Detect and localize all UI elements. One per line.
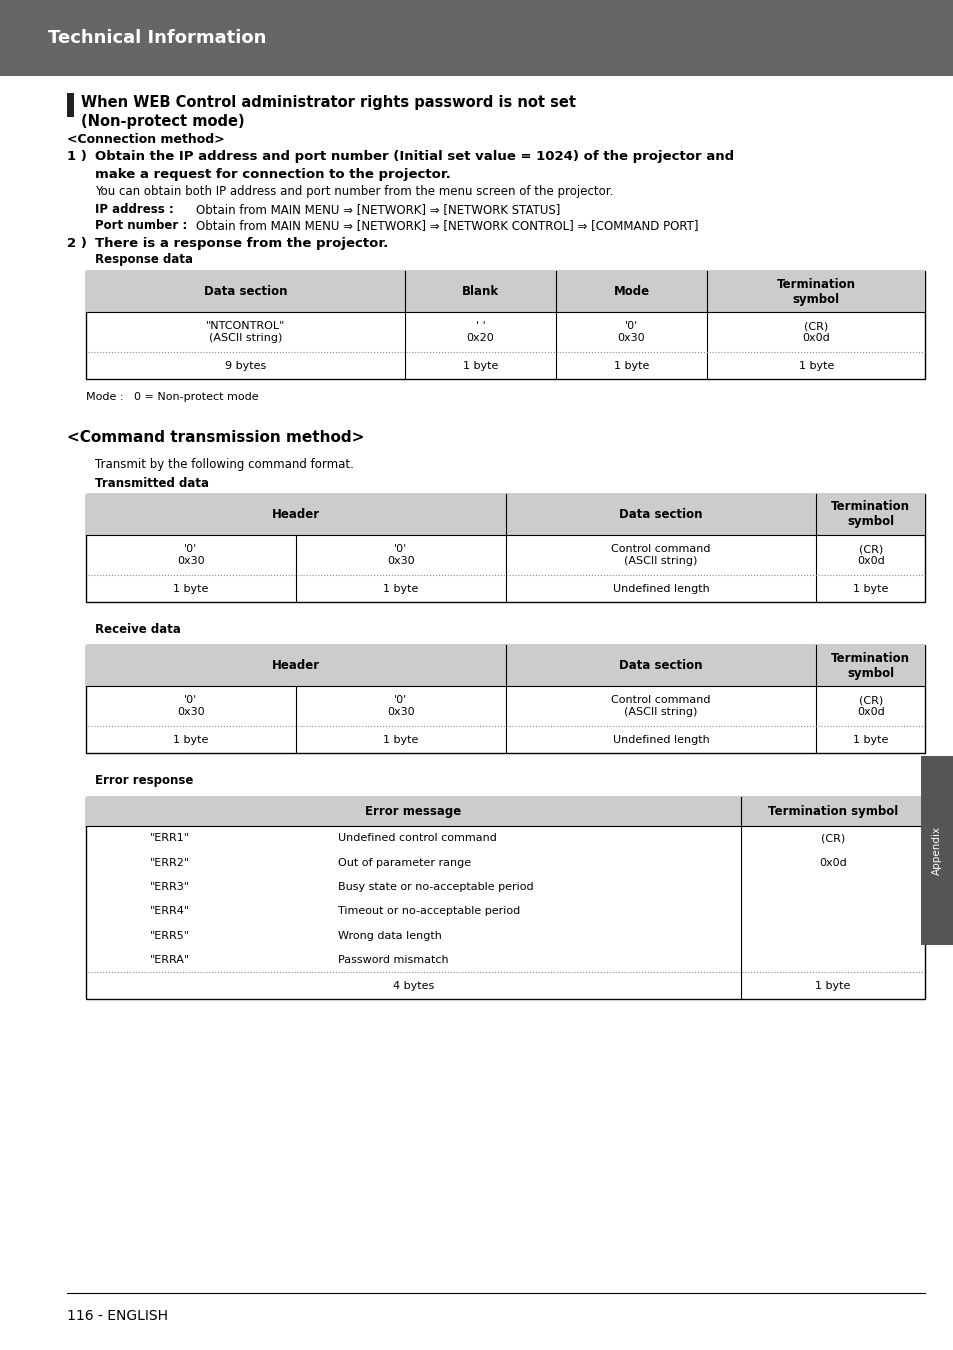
Text: (CR)
0x0d: (CR) 0x0d [856,695,883,717]
Bar [86,645,924,686]
Text: 1 ): 1 ) [67,150,87,163]
Text: 1 byte: 1 byte [852,734,887,745]
Text: "ERR3": "ERR3" [150,882,190,892]
Bar [86,494,924,535]
Text: Control command
(ASCII string): Control command (ASCII string) [611,544,710,566]
Text: Undefined length: Undefined length [612,583,709,594]
Text: Data section: Data section [618,508,702,521]
Text: 1 byte: 1 byte [382,734,418,745]
Text: "NTCONTROL"
(ASCII string): "NTCONTROL" (ASCII string) [206,321,285,343]
Text: 1 byte: 1 byte [815,980,850,991]
Text: 9 bytes: 9 bytes [225,360,266,371]
Text: Response data: Response data [95,252,193,266]
Text: Control command
(ASCII string): Control command (ASCII string) [611,695,710,717]
Bar [67,93,74,117]
Text: Error response: Error response [95,774,193,787]
Text: 1 byte: 1 byte [798,360,833,371]
Text: Error message: Error message [365,805,461,818]
Text: Termination symbol: Termination symbol [767,805,897,818]
Text: Data section: Data section [203,285,287,298]
Bar [86,796,924,999]
Text: Password mismatch: Password mismatch [337,954,448,965]
Text: Termination
symbol: Termination symbol [830,501,909,528]
Text: Undefined length: Undefined length [612,734,709,745]
Text: '0'
0x30: '0' 0x30 [387,544,414,566]
Text: "ERRA": "ERRA" [150,954,190,965]
Bar [86,645,924,753]
Text: Obtain from MAIN MENU ⇒ [NETWORK] ⇒ [NETWORK CONTROL] ⇒ [COMMAND PORT]: Obtain from MAIN MENU ⇒ [NETWORK] ⇒ [NET… [195,219,698,232]
Text: 116 - ENGLISH: 116 - ENGLISH [67,1310,168,1323]
Text: <Connection method>: <Connection method> [67,132,224,146]
Text: Mode: Mode [613,285,649,298]
Text: (CR)
0x0d: (CR) 0x0d [856,544,883,566]
Text: 1 byte: 1 byte [172,734,209,745]
Text: Transmitted data: Transmitted data [95,477,209,490]
Text: Technical Information: Technical Information [48,28,266,47]
Text: 2 ): 2 ) [67,236,87,250]
Text: "ERR5": "ERR5" [150,930,190,941]
Text: Out of parameter range: Out of parameter range [337,857,471,868]
Text: Appendix: Appendix [931,826,942,875]
Text: (CR): (CR) [820,833,844,844]
Text: Port number :: Port number : [95,219,188,232]
Text: Undefined control command: Undefined control command [337,833,497,844]
Text: Header: Header [272,508,319,521]
Text: 1 byte: 1 byte [852,583,887,594]
Text: Blank: Blank [461,285,498,298]
Text: '0'
0x30: '0' 0x30 [177,544,204,566]
Text: Busy state or no-acceptable period: Busy state or no-acceptable period [337,882,533,892]
Text: (Non-protect mode): (Non-protect mode) [81,113,245,130]
Text: 4 bytes: 4 bytes [393,980,434,991]
Bar [86,494,924,602]
Text: 1 byte: 1 byte [172,583,209,594]
Text: "ERR4": "ERR4" [150,906,190,917]
Text: (CR)
0x0d: (CR) 0x0d [801,321,829,343]
Text: 1 byte: 1 byte [462,360,497,371]
Text: Receive data: Receive data [95,622,181,636]
Bar [0,0,953,76]
Text: '0'
0x30: '0' 0x30 [387,695,414,717]
Text: make a request for connection to the projector.: make a request for connection to the pro… [95,167,451,181]
Text: Timeout or no-acceptable period: Timeout or no-acceptable period [337,906,519,917]
Text: Transmit by the following command format.: Transmit by the following command format… [95,458,354,471]
Bar [920,756,953,945]
Text: Termination
symbol: Termination symbol [830,652,909,679]
Text: Data section: Data section [618,659,702,672]
Bar [86,796,924,826]
Text: 1 byte: 1 byte [382,583,418,594]
Text: Wrong data length: Wrong data length [337,930,441,941]
Text: Obtain from MAIN MENU ⇒ [NETWORK] ⇒ [NETWORK STATUS]: Obtain from MAIN MENU ⇒ [NETWORK] ⇒ [NET… [195,202,559,216]
Text: Mode :   0 = Non-protect mode: Mode : 0 = Non-protect mode [86,392,258,402]
Text: 1 byte: 1 byte [613,360,649,371]
Text: IP address :: IP address : [95,202,174,216]
Text: 0x0d: 0x0d [819,857,846,868]
Text: '0'
0x30: '0' 0x30 [177,695,204,717]
Text: Termination
symbol: Termination symbol [776,278,855,305]
Text: "ERR2": "ERR2" [150,857,190,868]
Text: There is a response from the projector.: There is a response from the projector. [95,236,388,250]
Text: ' '
0x20: ' ' 0x20 [466,321,494,343]
Text: <Command transmission method>: <Command transmission method> [67,429,364,446]
Text: Obtain the IP address and port number (Initial set value = 1024) of the projecto: Obtain the IP address and port number (I… [95,150,734,163]
Bar [86,271,924,312]
Text: "ERR1": "ERR1" [150,833,190,844]
Text: You can obtain both IP address and port number from the menu screen of the proje: You can obtain both IP address and port … [95,185,613,198]
Text: When WEB Control administrator rights password is not set: When WEB Control administrator rights pa… [81,95,576,111]
Text: '0'
0x30: '0' 0x30 [618,321,644,343]
Bar [86,271,924,379]
Text: Header: Header [272,659,319,672]
